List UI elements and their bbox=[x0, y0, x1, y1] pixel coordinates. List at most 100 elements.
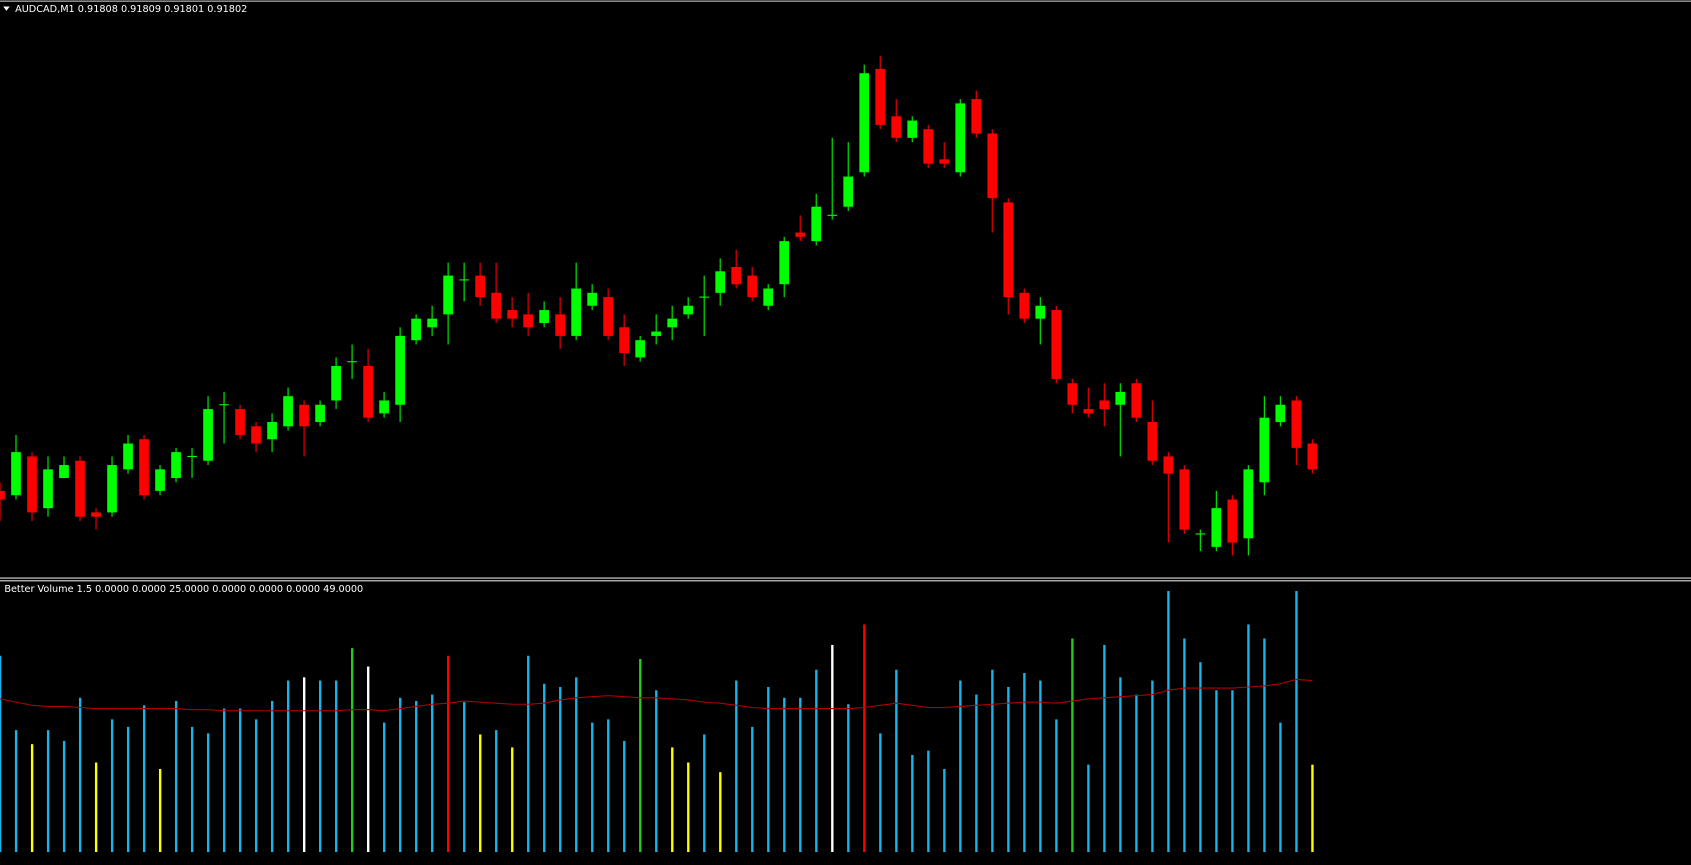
candle-body bbox=[427, 318, 437, 328]
candle-body bbox=[891, 116, 902, 138]
volume-bar bbox=[431, 694, 434, 853]
candle-body bbox=[635, 340, 646, 358]
candle-body bbox=[235, 409, 245, 435]
volume-bar bbox=[943, 768, 946, 853]
candle-body bbox=[859, 73, 870, 173]
volume-bar bbox=[286, 680, 290, 853]
candle-body bbox=[1067, 383, 1078, 405]
volume-bar bbox=[1167, 591, 1170, 853]
candle-body bbox=[1243, 469, 1254, 539]
candle-body bbox=[795, 232, 806, 237]
volume-bar bbox=[190, 726, 194, 853]
volume-bar bbox=[1215, 690, 1218, 853]
volume-bar bbox=[447, 655, 450, 853]
candle-body bbox=[955, 103, 966, 173]
candle-body bbox=[251, 426, 261, 444]
volume-bar bbox=[783, 697, 786, 853]
price-title: AUDCAD,M1 0.91808 0.91809 0.91801 0.9180… bbox=[15, 4, 247, 15]
candle-body bbox=[299, 404, 309, 427]
candle-body bbox=[539, 310, 549, 323]
candle-body bbox=[315, 404, 325, 423]
candle-body bbox=[667, 318, 678, 328]
volume-bar bbox=[158, 768, 162, 853]
candle-body bbox=[811, 206, 822, 242]
candle-body bbox=[363, 366, 373, 418]
candle-body bbox=[683, 305, 694, 315]
candle-body bbox=[651, 331, 662, 336]
candle-body bbox=[907, 120, 918, 138]
candle-body bbox=[939, 159, 950, 164]
indicator-title: Better Volume 1.5 0.0000 0.0000 25.0000 … bbox=[4, 584, 363, 595]
volume-bar bbox=[735, 680, 738, 853]
volume-bar bbox=[1231, 690, 1234, 853]
volume-bar bbox=[383, 722, 386, 853]
menu-arrow[interactable] bbox=[3, 6, 10, 11]
volume-bar bbox=[879, 733, 882, 853]
volume-bar bbox=[911, 754, 914, 853]
candle-body bbox=[875, 68, 886, 125]
candle-body bbox=[571, 288, 582, 336]
volume-bar bbox=[703, 734, 706, 853]
volume-bar bbox=[1087, 764, 1090, 853]
volume-bar bbox=[479, 734, 482, 853]
candle-body bbox=[603, 297, 614, 336]
volume-bar bbox=[831, 644, 834, 853]
candle-body bbox=[715, 271, 726, 293]
volume-bar bbox=[607, 719, 610, 853]
candle-body bbox=[1179, 469, 1190, 530]
candle-body bbox=[139, 439, 149, 496]
candle-body bbox=[1131, 383, 1142, 418]
volume-bar bbox=[142, 705, 146, 853]
volume-bar bbox=[767, 687, 770, 853]
volume-bar bbox=[1151, 680, 1154, 853]
candle-body bbox=[1259, 417, 1270, 483]
volume-bar bbox=[126, 726, 130, 853]
candle-body bbox=[1083, 409, 1094, 414]
candle-body bbox=[475, 275, 485, 298]
volume-bar bbox=[847, 704, 850, 853]
candle-body bbox=[1115, 391, 1126, 405]
candle-body bbox=[395, 335, 405, 405]
candle-body bbox=[555, 314, 565, 336]
volume-bar bbox=[543, 683, 546, 853]
candle-body bbox=[411, 318, 421, 341]
candle-body bbox=[27, 456, 37, 513]
volume-bar bbox=[495, 730, 498, 853]
volume-bar bbox=[559, 687, 562, 853]
volume-bar bbox=[94, 762, 98, 853]
volume-bar bbox=[1199, 662, 1202, 853]
volume-bar bbox=[46, 730, 50, 853]
volume-bar bbox=[975, 694, 978, 853]
candle-body bbox=[43, 469, 53, 509]
volume-bar bbox=[511, 747, 514, 853]
volume-bar bbox=[14, 730, 18, 853]
volume-bar bbox=[991, 669, 994, 853]
volume-bar bbox=[1071, 638, 1074, 853]
volume-bar bbox=[639, 658, 642, 853]
volume-bar bbox=[687, 762, 690, 853]
candle-body bbox=[267, 422, 277, 440]
volume-bar bbox=[110, 719, 114, 853]
candle-body bbox=[747, 275, 758, 298]
candle-body bbox=[11, 452, 21, 496]
volume-bar bbox=[1183, 638, 1186, 853]
candle-body bbox=[923, 129, 934, 164]
volume-average bbox=[0, 678, 1313, 712]
volume-bar bbox=[591, 722, 594, 853]
candle-body bbox=[1051, 310, 1062, 379]
volume-bar bbox=[270, 701, 274, 853]
candle-body bbox=[91, 512, 101, 517]
volume-bar bbox=[1311, 764, 1314, 853]
volume-bar bbox=[463, 702, 466, 853]
volume-bar bbox=[1039, 680, 1042, 853]
volume-bar bbox=[575, 677, 578, 853]
volume-bar bbox=[367, 666, 370, 853]
volume-bar bbox=[863, 624, 866, 853]
candle-body bbox=[1227, 499, 1238, 543]
volume-bar bbox=[1103, 644, 1106, 853]
candle-body bbox=[731, 266, 742, 285]
volume-bar bbox=[895, 669, 898, 853]
candle-body bbox=[443, 275, 453, 315]
